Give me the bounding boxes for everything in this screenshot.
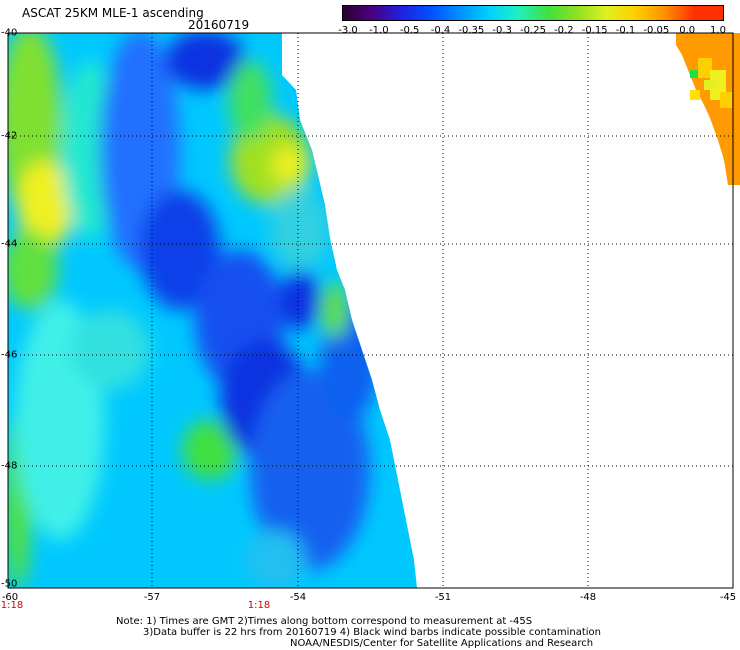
- colorbar-segment: [693, 6, 724, 20]
- map-title: ASCAT 25KM MLE-1 ascending: [22, 6, 204, 20]
- note-line-3: NOAA/NESDIS/Center for Satellite Applica…: [290, 638, 594, 649]
- colorbar-label: -0.35: [458, 25, 485, 36]
- colorbar-label: -3.0: [338, 25, 358, 36]
- colorbar-segment: [606, 6, 636, 20]
- colorbar-segment: [401, 6, 431, 20]
- lat-label-48: -48: [1, 460, 18, 472]
- colorbar-label: 1.0: [710, 25, 726, 36]
- colorbar-segment: [459, 6, 490, 20]
- scatterometer-swath: [8, 33, 417, 588]
- colorbar-label: -0.05: [643, 25, 670, 36]
- lat-label-44: -44: [1, 238, 18, 250]
- colorbar-label: -0.5: [399, 25, 420, 36]
- graticule: [8, 33, 733, 588]
- colorbar-segment: [372, 6, 402, 20]
- colorbar-label: -1.0: [369, 25, 389, 36]
- time-label-west: 1:18: [0, 600, 24, 611]
- colorbar-segment: [343, 6, 373, 20]
- colorbar-label: -0.25: [520, 25, 546, 36]
- swath-fragment-northeast: [676, 33, 740, 185]
- colorbar-segment: [430, 6, 460, 20]
- colorbar-label: -0.4: [430, 25, 451, 36]
- colorbar-segment: [576, 6, 607, 20]
- lat-label-46: -46: [1, 349, 18, 361]
- lon-label-48: -48: [579, 592, 597, 603]
- lon-label-57: -57: [143, 592, 161, 603]
- colorbar-label: -0.1: [615, 25, 636, 36]
- note-line-1: Note: 1) Times are GMT 2)Times along bot…: [116, 616, 533, 627]
- colorbar-label: -0.3: [492, 25, 512, 36]
- colorbar-segment: [518, 6, 548, 20]
- lon-label-60: -60: [1, 592, 19, 603]
- colorbar-segment: [547, 6, 577, 20]
- lon-label-45: -45: [719, 592, 737, 603]
- lat-label-42: -42: [1, 130, 18, 142]
- colorbar-label: 0.0: [679, 25, 696, 36]
- colorbar-label: -0.15: [581, 25, 608, 36]
- map-date: 20160719: [188, 18, 250, 32]
- note-line-2: 3)Data buffer is 22 hrs from 20160719 4)…: [143, 627, 601, 638]
- colorbar-segment: [489, 6, 519, 20]
- time-label-center: 1:18: [247, 600, 271, 611]
- lat-label-50: -50: [1, 578, 18, 590]
- lon-label-54: -54: [289, 592, 307, 603]
- map-frame: [7, 32, 734, 589]
- colorbar-label: -0.2: [554, 25, 574, 36]
- lon-label-51: -51: [434, 592, 452, 603]
- lat-label-40: -40: [1, 27, 18, 39]
- colorbar: [342, 5, 724, 21]
- colorbar-segment: [664, 6, 694, 20]
- colorbar-segment: [635, 6, 665, 20]
